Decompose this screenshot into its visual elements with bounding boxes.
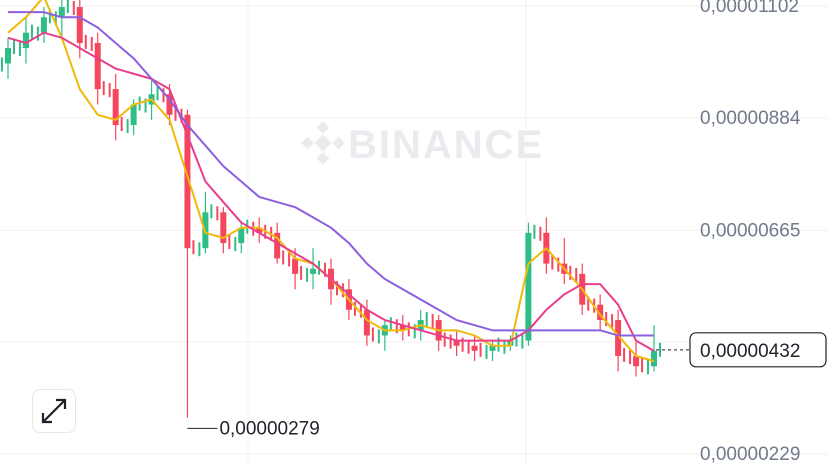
candle-down [593,294,608,331]
candle-down [431,314,446,351]
moving-average-pink [7,31,655,352]
candle-down [557,237,572,285]
y-axis-tick-label: 0,00000229 [700,444,800,464]
candle-down [467,335,482,362]
candle-up [306,248,321,290]
watermark-text: BINANCE [348,123,544,167]
binance-logo-icon [301,121,345,165]
candle-down [629,340,644,377]
candle-up [521,222,536,349]
current-price-box [689,332,827,368]
expand-icon [41,398,67,424]
moving-average-yellow [7,0,655,363]
candle-down [72,0,87,59]
candle-up [18,17,33,64]
y-axis-labels: 0,000011020,000008840,000006650,00000447… [700,0,801,464]
candle-down [539,217,554,274]
watermark: BINANCE [301,121,544,167]
expand-button[interactable] [32,389,76,433]
low-price-marker: 0,00000279 [187,418,320,439]
candle-down [288,248,303,290]
moving-average-lines [7,0,655,363]
current-price-label: 0,00000432 [700,341,800,362]
candle-down [359,299,374,346]
candle-down [180,108,195,418]
y-axis-tick-label: 0,00000665 [700,220,800,241]
candle-up [647,325,661,375]
current-price-tag: 0,00000432 [656,332,827,368]
candle-up [1,37,15,79]
candle-down [108,73,123,141]
candle-down [611,309,626,372]
y-axis-tick-label: 0,00001102 [700,0,799,17]
candle-down [449,330,464,356]
candle-down [90,32,105,105]
candle-down [395,314,410,341]
candle-down [216,206,231,254]
low-price-label: 0,00000279 [219,418,319,439]
y-axis-tick-label: 0,00000884 [700,108,801,129]
moving-average-purple [8,11,654,337]
candle-up [198,191,213,257]
candlestick-series [1,0,661,418]
